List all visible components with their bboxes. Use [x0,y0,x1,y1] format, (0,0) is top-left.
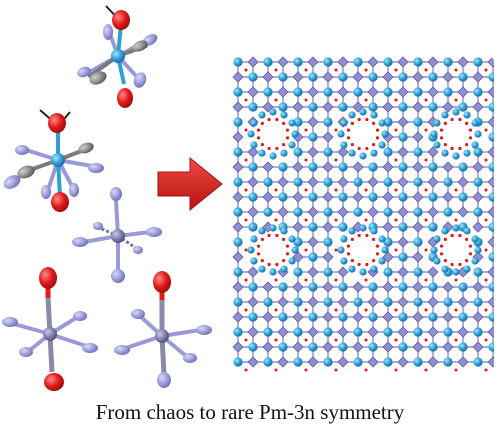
right-arrow-icon [157,156,223,212]
crystal-framework-icon [232,56,494,372]
molecule-icon [114,271,212,388]
molecule-icon [77,5,158,108]
molecule-icon [2,267,98,391]
molecule-icon [3,109,104,212]
figure-caption: From chaos to rare Pm-3n symmetry [95,400,405,424]
molecule-icon [72,187,162,283]
